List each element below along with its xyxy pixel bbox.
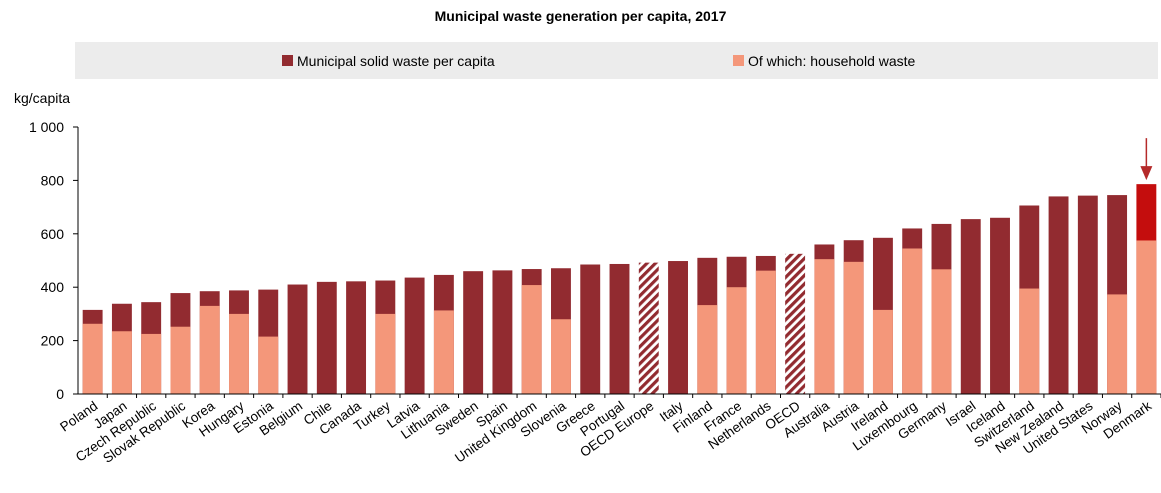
highlight-arrow-icon <box>1140 138 1153 181</box>
bar-japan-household <box>111 331 132 394</box>
bar-new-zealand-municipal <box>1048 196 1069 394</box>
bar-czech-republic-household <box>141 333 162 394</box>
legend-swatch-municipal <box>282 55 293 66</box>
legend-label-household: Of which: household waste <box>748 52 916 69</box>
bar-switzerland-household <box>1019 288 1040 394</box>
bar-france-household <box>726 287 747 394</box>
bar-australia-household <box>814 259 835 394</box>
bar-ireland-household <box>872 309 893 394</box>
bar-italy-municipal <box>668 261 688 394</box>
y-tick-label: 1 000 <box>29 119 64 135</box>
bar-spain-municipal <box>492 270 513 394</box>
bar-israel-municipal <box>960 219 981 394</box>
y-tick-label: 600 <box>41 226 65 242</box>
bar-luxembourg-household <box>902 248 923 394</box>
bar-greece-municipal <box>580 264 601 394</box>
legend-item-municipal: Municipal solid waste per capita <box>282 42 495 79</box>
bar-lithuania-household <box>433 310 454 394</box>
bar-hungary-household <box>229 313 249 394</box>
bar-oecd-europe-municipal <box>638 262 659 394</box>
bar-canada-municipal <box>346 281 367 394</box>
bar-united-kingdom-household <box>521 285 542 394</box>
bar-sweden-municipal <box>463 271 484 394</box>
bar-finland-household <box>697 305 718 394</box>
y-tick-label: 400 <box>41 279 65 295</box>
bar-estonia-household <box>258 336 279 394</box>
bar-poland-household <box>82 323 103 394</box>
legend: Municipal solid waste per capita Of whic… <box>75 42 1158 79</box>
bar-portugal-municipal <box>609 263 630 394</box>
bar-iceland-municipal <box>990 217 1010 394</box>
bar-korea-household <box>199 305 220 394</box>
chart-title: Municipal waste generation per capita, 2… <box>434 8 727 24</box>
legend-label-municipal: Municipal solid waste per capita <box>297 52 495 69</box>
bar-belgium-municipal <box>287 284 308 394</box>
y-tick-label: 200 <box>41 333 65 349</box>
legend-item-household: Of which: household waste <box>733 42 915 79</box>
y-axis-label: kg/capita <box>14 90 71 106</box>
legend-swatch-household <box>733 55 744 66</box>
y-tick-label: 0 <box>56 386 64 402</box>
bar-chile-municipal <box>316 281 337 394</box>
y-tick-label: 800 <box>41 172 65 188</box>
bar-latvia-municipal <box>404 277 425 394</box>
bar-germany-household <box>931 269 952 394</box>
bar-austria-household <box>843 261 864 394</box>
bar-slovenia-household <box>551 319 571 394</box>
bar-norway-household <box>1107 294 1128 394</box>
bar-netherlands-household <box>755 270 776 394</box>
bar-denmark-household <box>1136 240 1157 394</box>
bar-united-states-municipal <box>1077 195 1098 394</box>
bar-slovak-republic-household <box>170 326 191 394</box>
bar-oecd-municipal <box>785 253 806 394</box>
bar-turkey-household <box>375 313 396 394</box>
